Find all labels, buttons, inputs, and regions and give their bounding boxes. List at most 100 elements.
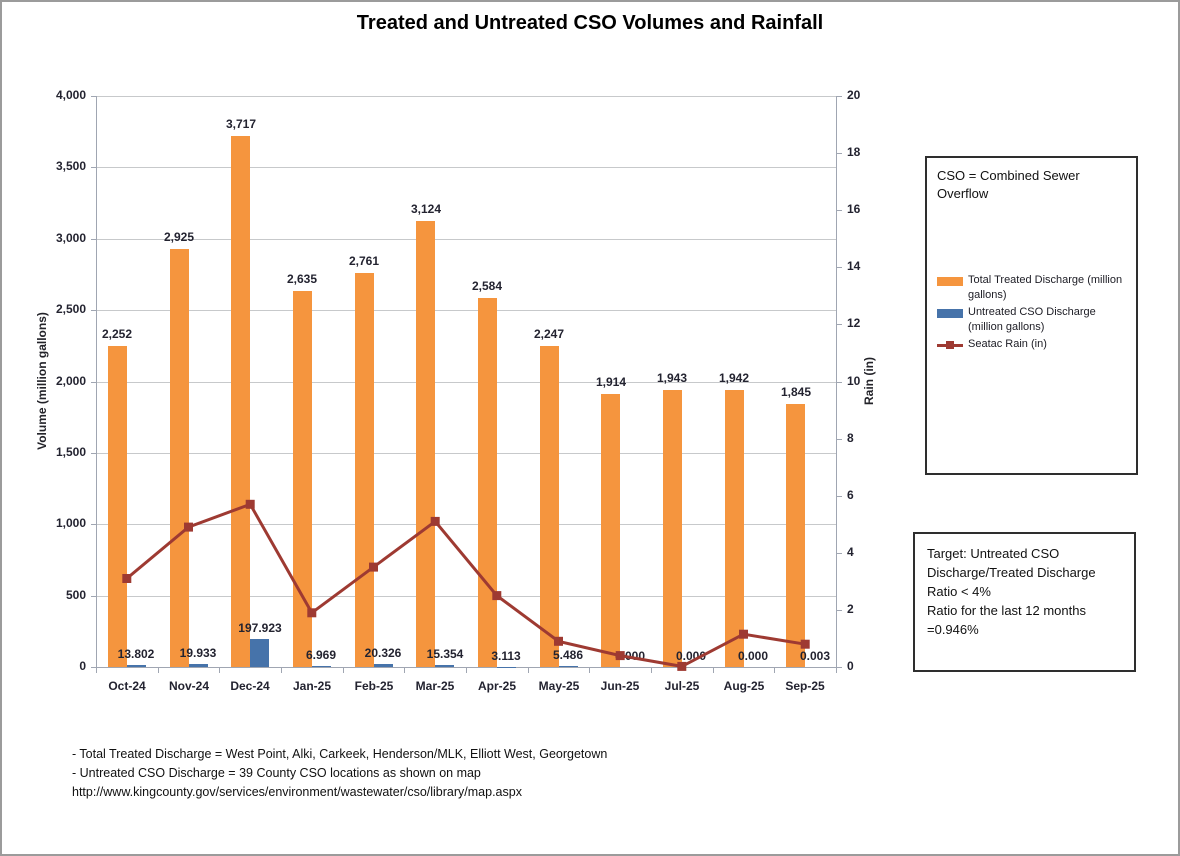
rain-line-swatch-icon <box>937 341 963 349</box>
treated-value-label: 3,717 <box>225 117 257 132</box>
treated-swatch-icon <box>937 277 963 286</box>
right-axis-tick <box>837 382 842 383</box>
legend-item-treated: Total Treated Discharge (million gallons… <box>937 273 1126 303</box>
treated-value-label: 3,124 <box>410 202 442 217</box>
left-axis-tick-label: 3,500 <box>55 159 86 173</box>
x-tick-label: Aug-25 <box>723 679 765 693</box>
right-axis-tick <box>837 153 842 154</box>
right-axis-tick <box>837 496 842 497</box>
left-axis-tick <box>91 96 96 97</box>
untreated-bar <box>127 665 146 667</box>
right-axis-title: Rain (in) <box>862 357 876 405</box>
gridline <box>96 453 836 454</box>
x-tick-label: May-25 <box>538 679 580 693</box>
right-axis-tick-label: 18 <box>847 145 861 159</box>
untreated-value-label: 19.933 <box>179 646 217 661</box>
untreated-swatch-icon <box>937 309 963 318</box>
x-axis-tick <box>343 667 344 673</box>
untreated-value-label: 0.003 <box>799 648 831 663</box>
right-axis-tick-label: 14 <box>847 259 861 273</box>
treated-value-label: 2,925 <box>163 230 195 245</box>
left-axis-line <box>96 96 97 672</box>
treated-value-label: 1,914 <box>595 374 627 389</box>
x-axis-tick <box>713 667 714 673</box>
x-axis-tick <box>158 667 159 673</box>
right-axis-tick-label: 20 <box>847 88 861 102</box>
treated-bar <box>540 346 559 667</box>
x-tick-label: Feb-25 <box>354 679 394 693</box>
gridline <box>96 239 836 240</box>
x-axis-tick <box>96 667 97 673</box>
target-box: Target: Untreated CSO Discharge/Treated … <box>913 532 1136 672</box>
untreated-bar <box>189 664 208 667</box>
legend-item-untreated: Untreated CSO Discharge (million gallons… <box>937 305 1126 335</box>
gridline <box>96 96 836 97</box>
right-axis-tick <box>837 610 842 611</box>
x-tick-label: Apr-25 <box>477 679 516 693</box>
right-axis-line <box>836 96 837 672</box>
right-axis-tick-label: 6 <box>847 488 854 502</box>
left-axis-title: Volume (million gallons) <box>35 312 49 450</box>
x-tick-label: Jul-25 <box>664 679 700 693</box>
treated-bar <box>725 389 744 667</box>
untreated-value-label: 197.923 <box>238 620 282 635</box>
legend-note: CSO = Combined Sewer Overflow <box>937 168 1080 201</box>
x-axis-tick <box>466 667 467 673</box>
right-axis-tick <box>837 96 842 97</box>
right-axis-tick-label: 12 <box>847 316 861 330</box>
left-axis-tick <box>91 310 96 311</box>
untreated-bar <box>559 666 578 667</box>
x-axis-tick <box>404 667 405 673</box>
right-axis-tick-label: 8 <box>847 431 854 445</box>
legend-label-untreated: Untreated CSO Discharge (million gallons… <box>968 306 1096 333</box>
untreated-bar <box>250 638 269 667</box>
right-axis-tick-label: 10 <box>847 374 861 388</box>
treated-bar <box>663 389 682 667</box>
legend-items: Total Treated Discharge (million gallons… <box>937 273 1126 352</box>
right-axis-tick-label: 4 <box>847 545 854 559</box>
x-axis-tick <box>589 667 590 673</box>
left-axis-tick-label: 500 <box>65 588 86 602</box>
footnote-url: http://www.kingcounty.gov/services/envir… <box>72 785 522 799</box>
treated-value-label: 2,252 <box>101 326 133 341</box>
treated-value-label: 2,247 <box>533 327 565 342</box>
legend-item-rain: Seatac Rain (in) <box>937 337 1126 352</box>
gridline <box>96 310 836 311</box>
x-axis-tick <box>651 667 652 673</box>
treated-bar <box>601 393 620 667</box>
left-axis-tick-label: 2,000 <box>55 374 86 388</box>
x-axis-tick <box>836 667 837 673</box>
x-axis-tick <box>774 667 775 673</box>
x-axis-tick <box>219 667 220 673</box>
x-tick-label: Jan-25 <box>292 679 332 693</box>
treated-value-label: 2,584 <box>471 279 503 294</box>
footnotes: - Total Treated Discharge = West Point, … <box>72 745 607 802</box>
legend-label-treated: Total Treated Discharge (million gallons… <box>968 274 1123 301</box>
left-axis-tick <box>91 667 96 668</box>
treated-bar <box>108 345 127 667</box>
right-axis-tick-label: 2 <box>847 602 854 616</box>
legend-box: CSO = Combined Sewer Overflow Total Trea… <box>925 156 1138 475</box>
gridline <box>96 382 836 383</box>
treated-value-label: 1,942 <box>718 370 750 385</box>
untreated-bar <box>435 664 454 667</box>
treated-bar <box>786 403 805 667</box>
x-tick-label: Jun-25 <box>600 679 640 693</box>
treated-bar <box>170 249 189 667</box>
x-tick-label: Oct-24 <box>108 679 146 693</box>
left-axis-tick <box>91 382 96 383</box>
bottom-axis-line <box>91 667 836 668</box>
treated-bar <box>293 290 312 667</box>
untreated-bar <box>312 666 331 667</box>
left-axis-tick <box>91 453 96 454</box>
untreated-bar <box>374 664 393 667</box>
left-axis-tick <box>91 167 96 168</box>
x-tick-label: Dec-24 <box>230 679 270 693</box>
treated-bar <box>231 136 250 667</box>
treated-bar <box>478 298 497 667</box>
right-axis-tick <box>837 439 842 440</box>
treated-bar <box>416 221 435 667</box>
left-axis-tick-label: 1,500 <box>55 445 86 459</box>
gridline <box>96 167 836 168</box>
